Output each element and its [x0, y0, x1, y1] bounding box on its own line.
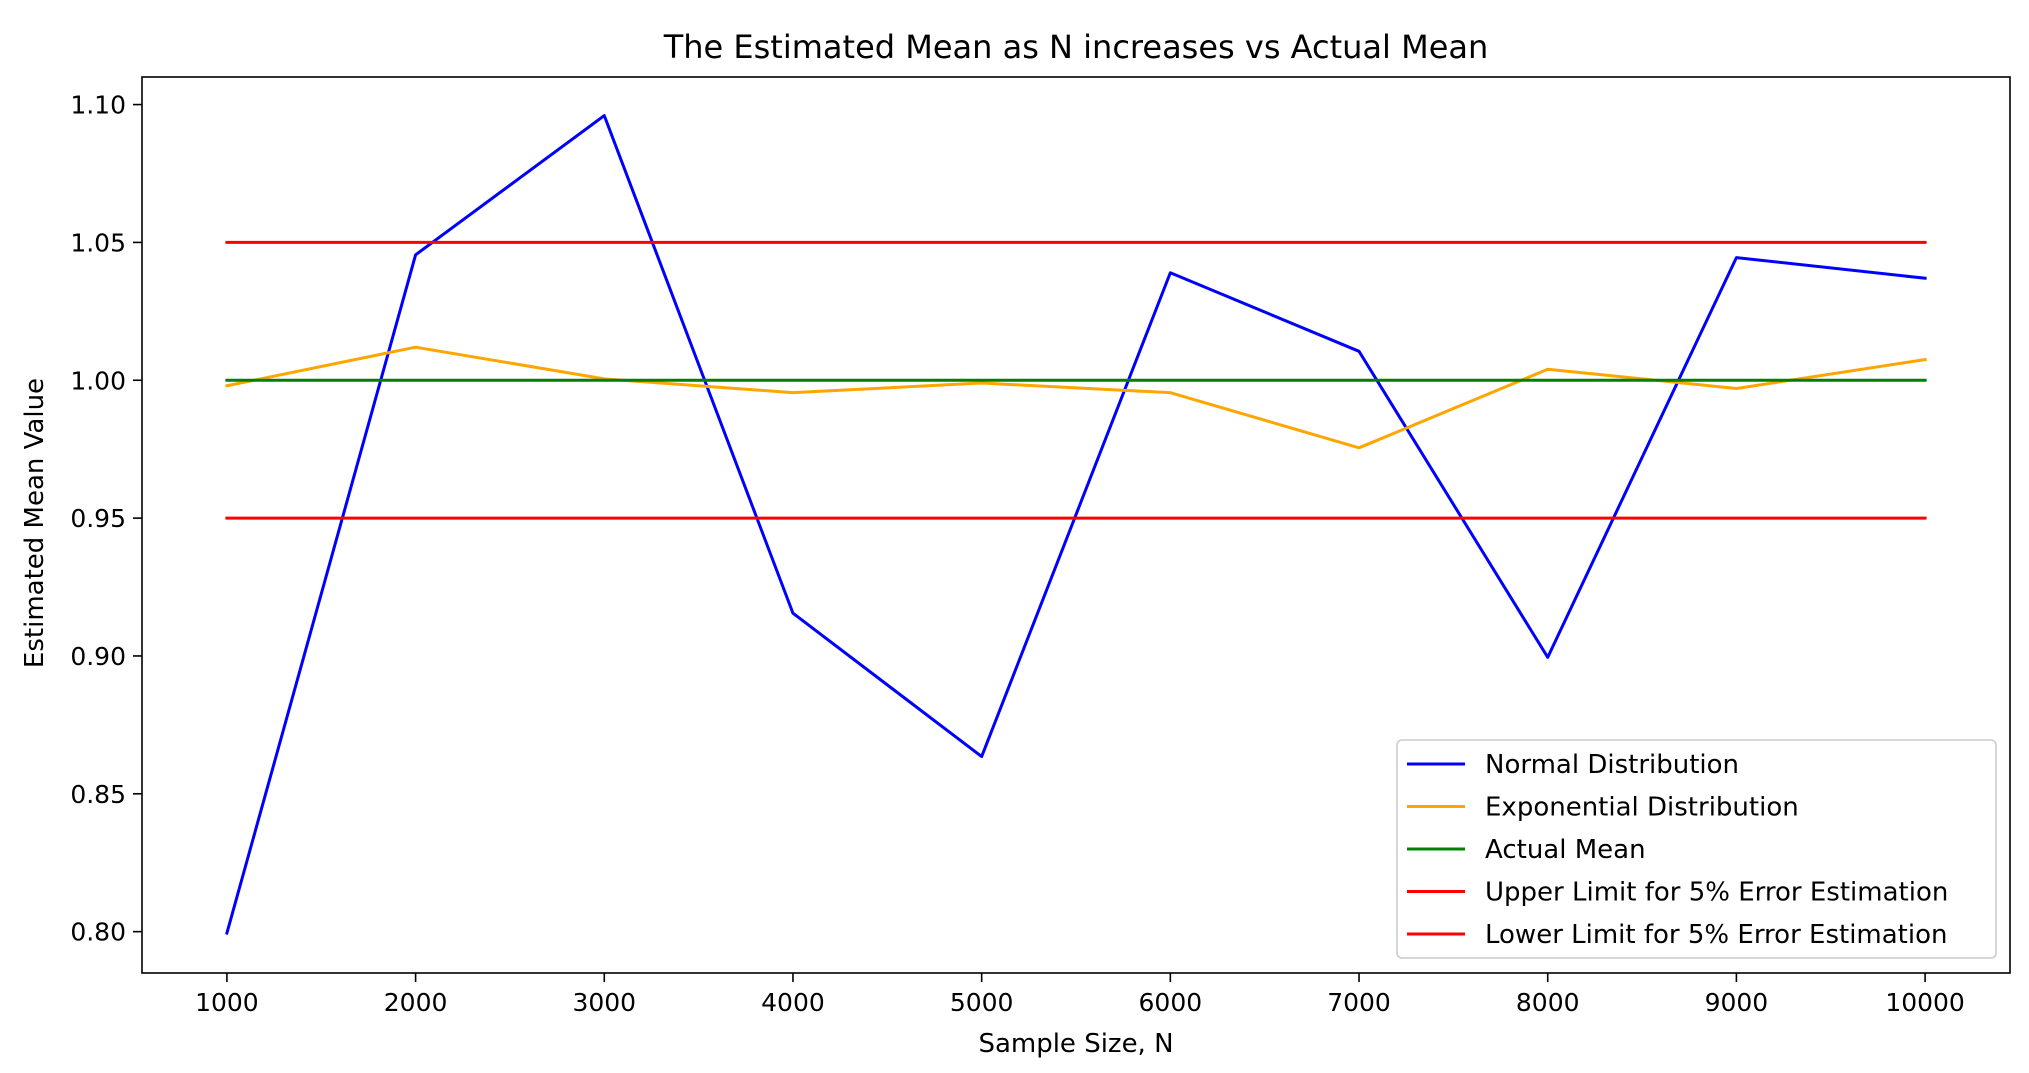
series-layer [225, 114, 1927, 935]
legend-entry-label: Upper Limit for 5% Error Estimation [1485, 878, 1948, 908]
chart-title: The Estimated Mean as N increases vs Act… [663, 28, 1489, 66]
legend-box [1396, 739, 1997, 959]
x-tick-label: 6000 [1139, 988, 1203, 1017]
x-tick-label: 4000 [761, 988, 825, 1017]
y-tick-label: 0.90 [70, 642, 126, 671]
ticks-layer: 1000 2000 3000 4000 5000 6000 7000 8000 9000 1000… [70, 91, 1965, 1017]
y-axis-label: Estimated Mean Value [20, 378, 50, 668]
legend-entry-label: Actual Mean [1485, 835, 1646, 865]
series-line-normal-distribution [225, 114, 1927, 935]
legend-entry-label: Lower Limit for 5% Error Estimation [1485, 920, 1948, 950]
y-tick-label: 0.85 [70, 780, 126, 809]
x-tick-label: 2000 [384, 988, 448, 1017]
y-tick-label: 1.00 [70, 366, 126, 395]
y-tick-label: 1.10 [70, 91, 126, 120]
x-tick-label: 10000 [1885, 988, 1965, 1017]
x-tick-label: 7000 [1327, 988, 1391, 1017]
legend: Normal Distribution Exponential Distribut… [1396, 739, 1997, 959]
y-tick-label: 0.80 [70, 918, 126, 947]
plot-frame [141, 76, 2011, 974]
x-tick-label: 5000 [950, 988, 1014, 1017]
x-tick-label: 3000 [572, 988, 636, 1017]
x-tick-label: 8000 [1516, 988, 1580, 1017]
x-axis-label: Sample Size, N [978, 1029, 1173, 1059]
axes-layer [141, 76, 2011, 974]
y-tick-label: 0.95 [70, 504, 126, 533]
x-tick-label: 1000 [195, 988, 259, 1017]
x-tick-label: 9000 [1705, 988, 1769, 1017]
y-tick-label: 1.05 [70, 228, 126, 257]
legend-entry-label: Normal Distribution [1485, 750, 1739, 780]
legend-entry-label: Exponential Distribution [1485, 793, 1799, 823]
